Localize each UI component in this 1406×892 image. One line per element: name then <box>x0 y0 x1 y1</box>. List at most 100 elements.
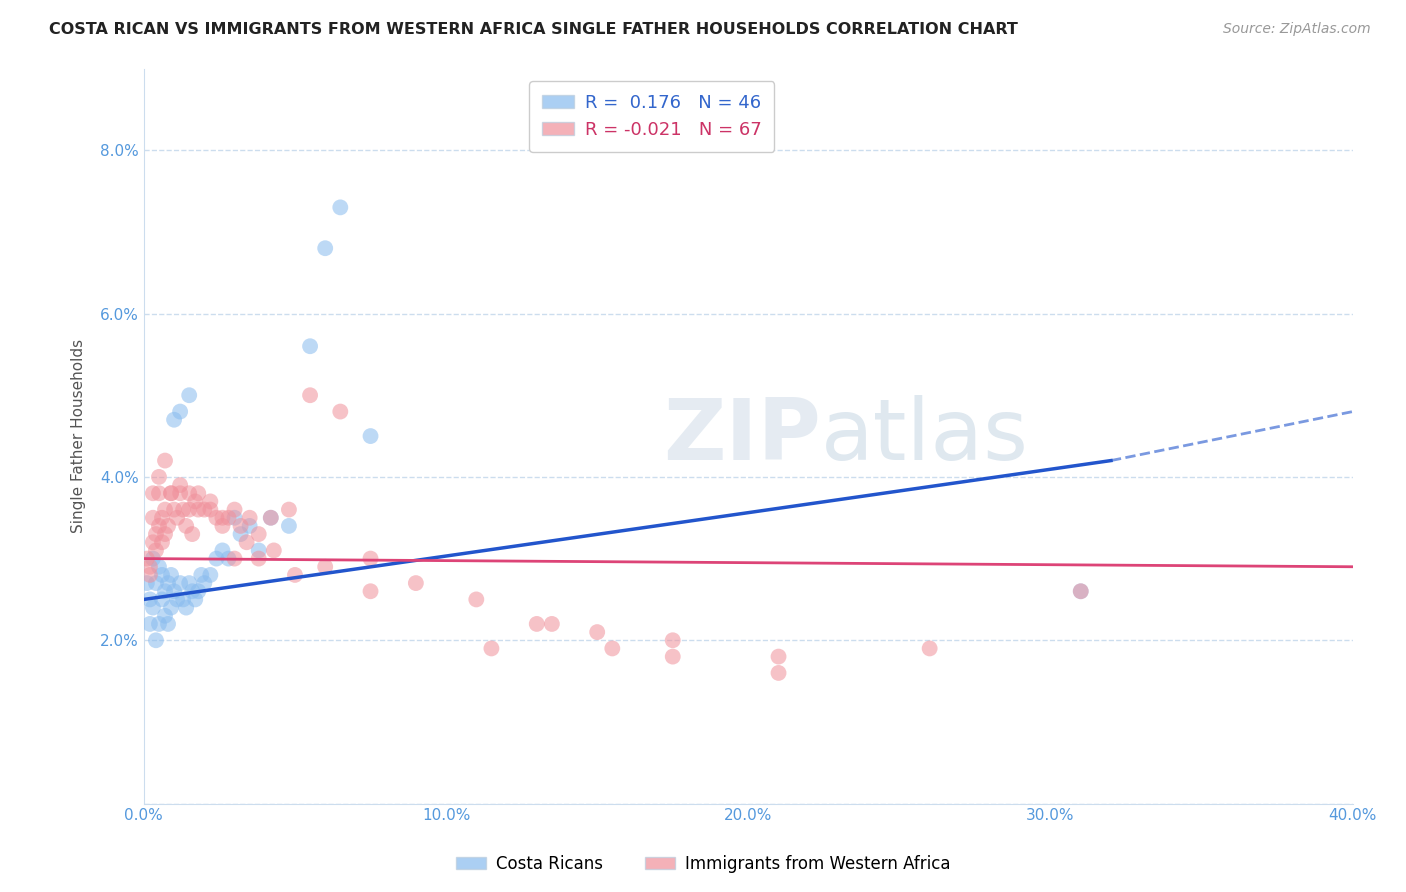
Point <box>145 633 167 648</box>
Point <box>661 633 683 648</box>
Point <box>229 519 252 533</box>
Point <box>260 510 283 524</box>
Point <box>187 584 209 599</box>
Point <box>600 641 623 656</box>
Point <box>405 576 427 591</box>
Point <box>153 584 176 599</box>
Point <box>184 592 207 607</box>
Point <box>142 600 165 615</box>
Point <box>142 535 165 549</box>
Point <box>205 510 228 524</box>
Point <box>181 527 204 541</box>
Point <box>224 551 246 566</box>
Point <box>360 584 382 599</box>
Point <box>172 592 194 607</box>
Point <box>174 519 197 533</box>
Point <box>586 625 609 640</box>
Point <box>148 519 170 533</box>
Point <box>163 584 186 599</box>
Point <box>263 543 285 558</box>
Point <box>148 486 170 500</box>
Point <box>184 494 207 508</box>
Point <box>360 551 382 566</box>
Point <box>157 519 180 533</box>
Point <box>1070 584 1092 599</box>
Point <box>284 568 307 582</box>
Point <box>239 510 262 524</box>
Point <box>145 543 167 558</box>
Point <box>139 616 162 631</box>
Point <box>314 559 336 574</box>
Point <box>481 641 503 656</box>
Point <box>218 551 240 566</box>
Point <box>169 576 191 591</box>
Legend: R =  0.176   N = 46, R = -0.021   N = 67: R = 0.176 N = 46, R = -0.021 N = 67 <box>529 81 775 152</box>
Point <box>148 616 170 631</box>
Point <box>153 453 176 467</box>
Point <box>193 502 215 516</box>
Point <box>918 641 941 656</box>
Point <box>139 568 162 582</box>
Point <box>526 616 548 631</box>
Point <box>229 527 252 541</box>
Point <box>169 404 191 418</box>
Point <box>187 486 209 500</box>
Point <box>193 576 215 591</box>
Legend: Costa Ricans, Immigrants from Western Africa: Costa Ricans, Immigrants from Western Af… <box>450 848 956 880</box>
Text: Source: ZipAtlas.com: Source: ZipAtlas.com <box>1223 22 1371 37</box>
Point <box>187 502 209 516</box>
Point <box>200 494 222 508</box>
Point <box>169 486 191 500</box>
Point <box>768 649 790 664</box>
Point <box>541 616 564 631</box>
Point <box>200 568 222 582</box>
Point <box>145 527 167 541</box>
Point <box>314 241 336 255</box>
Text: atlas: atlas <box>821 394 1029 477</box>
Point <box>160 486 183 500</box>
Point <box>329 404 352 418</box>
Point <box>179 502 201 516</box>
Point <box>235 535 257 549</box>
Point <box>224 502 246 516</box>
Point <box>160 600 183 615</box>
Text: COSTA RICAN VS IMMIGRANTS FROM WESTERN AFRICA SINGLE FATHER HOUSEHOLDS CORRELATI: COSTA RICAN VS IMMIGRANTS FROM WESTERN A… <box>49 22 1018 37</box>
Point <box>153 608 176 623</box>
Point <box>150 592 173 607</box>
Point <box>148 559 170 574</box>
Point <box>150 535 173 549</box>
Point <box>299 388 322 402</box>
Point <box>163 502 186 516</box>
Point <box>239 519 262 533</box>
Point <box>247 543 270 558</box>
Point <box>247 551 270 566</box>
Point <box>153 527 176 541</box>
Point <box>224 510 246 524</box>
Point <box>200 502 222 516</box>
Point <box>150 568 173 582</box>
Point <box>247 527 270 541</box>
Text: ZIP: ZIP <box>664 394 821 477</box>
Point <box>211 519 233 533</box>
Point <box>211 543 233 558</box>
Point <box>169 478 191 492</box>
Point <box>1070 584 1092 599</box>
Point <box>661 649 683 664</box>
Point <box>148 470 170 484</box>
Point <box>135 551 157 566</box>
Point <box>145 576 167 591</box>
Point <box>142 510 165 524</box>
Point <box>277 519 299 533</box>
Point <box>139 559 162 574</box>
Point <box>465 592 488 607</box>
Y-axis label: Single Father Households: Single Father Households <box>72 339 86 533</box>
Point <box>157 576 180 591</box>
Point <box>277 502 299 516</box>
Point <box>160 486 183 500</box>
Point <box>166 510 188 524</box>
Point <box>211 510 233 524</box>
Point <box>172 502 194 516</box>
Point <box>142 486 165 500</box>
Point <box>181 584 204 599</box>
Point <box>360 429 382 443</box>
